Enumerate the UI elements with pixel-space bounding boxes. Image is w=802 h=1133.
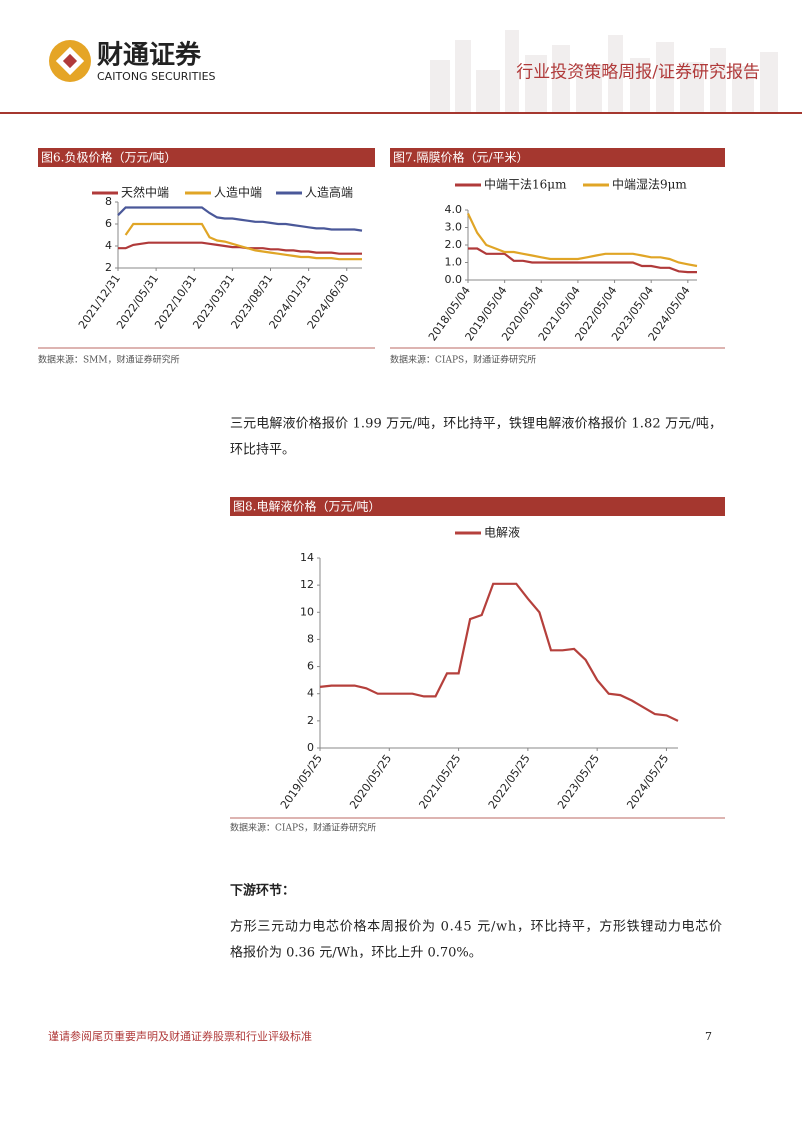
legend-label: 中端湿法9μm <box>612 177 687 192</box>
logo-icon <box>49 40 91 82</box>
y-tick-label: 0 <box>307 741 314 754</box>
y-tick-label: 1.0 <box>445 256 463 269</box>
chart-source: 数据来源：CIAPS，财通证券研究所 <box>230 822 376 834</box>
logo-en: CAITONG SECURITIES <box>97 70 216 83</box>
x-tick-label: 2021/05/25 <box>416 752 463 811</box>
y-tick-label: 3.0 <box>445 221 463 234</box>
body-text: 格报价为 0.36 元/Wh，环比上升 0.70%。 <box>230 945 482 961</box>
section-heading: 下游环节： <box>230 883 295 899</box>
body-text: 方形三元动力电芯价格本周报价为 0.45 元/wh，环比持平，方形铁锂动力电芯价 <box>230 919 722 935</box>
legend-label: 人造高端 <box>305 185 353 200</box>
y-tick-label: 14 <box>300 551 314 564</box>
legend-label: 中端干法16μm <box>484 177 567 192</box>
chart-title: 图7.隔膜价格（元/平米） <box>393 150 529 165</box>
x-tick-label: 2022/05/25 <box>486 752 533 811</box>
caption-bar <box>390 148 725 167</box>
y-tick-label: 4.0 <box>445 203 463 216</box>
series-line <box>468 247 697 274</box>
series-line <box>467 213 698 268</box>
legend-label: 人造中端 <box>214 185 262 200</box>
legend-label: 电解液 <box>484 525 520 540</box>
y-tick-label: 8 <box>307 632 314 645</box>
series-line <box>117 206 363 232</box>
y-tick-label: 2.0 <box>445 238 463 251</box>
y-tick-label: 4 <box>307 687 314 700</box>
chart-source: 数据来源：SMM，财通证券研究所 <box>38 354 180 366</box>
series-line <box>319 582 679 722</box>
x-tick-label: 2020/05/25 <box>347 752 394 811</box>
y-tick-label: 6 <box>307 660 314 673</box>
body-text: 环比持平。 <box>230 443 295 458</box>
y-tick-label: 6 <box>105 217 112 230</box>
x-tick-label: 2023/05/25 <box>555 752 602 811</box>
report-type: 行业投资策略周报/证券研究报告 <box>516 63 760 83</box>
legend-label: 天然中端 <box>121 185 169 200</box>
x-tick-label: 2019/05/25 <box>278 752 325 811</box>
y-tick-label: 8 <box>105 195 112 208</box>
caption-bar <box>230 497 725 516</box>
header-skyline <box>430 30 778 112</box>
page-number: 7 <box>705 1030 712 1043</box>
body-text: 三元电解液价格报价 1.99 万元/吨，环比持平，铁锂电解液价格报价 1.82 … <box>230 416 722 432</box>
y-tick-label: 4 <box>105 239 112 252</box>
footer-note: 谨请参阅尾页重要声明及财通证券股票和行业评级标准 <box>48 1029 312 1043</box>
series-line <box>118 241 362 255</box>
chart-title: 图8.电解液价格（万元/吨） <box>233 499 381 514</box>
caption-bar <box>38 148 375 167</box>
y-tick-label: 2 <box>307 714 314 727</box>
chart-source: 数据来源：CIAPS，财通证券研究所 <box>390 354 536 366</box>
y-tick-label: 2 <box>105 261 112 274</box>
chart-title: 图6.负极价格（万元/吨） <box>41 150 177 165</box>
logo-cn: 财通证券 <box>97 41 202 71</box>
y-tick-label: 12 <box>300 578 314 591</box>
y-tick-label: 10 <box>300 605 314 618</box>
x-tick-label: 2024/05/25 <box>624 752 671 811</box>
series-line <box>124 222 362 261</box>
y-tick-label: 0.0 <box>445 273 463 286</box>
